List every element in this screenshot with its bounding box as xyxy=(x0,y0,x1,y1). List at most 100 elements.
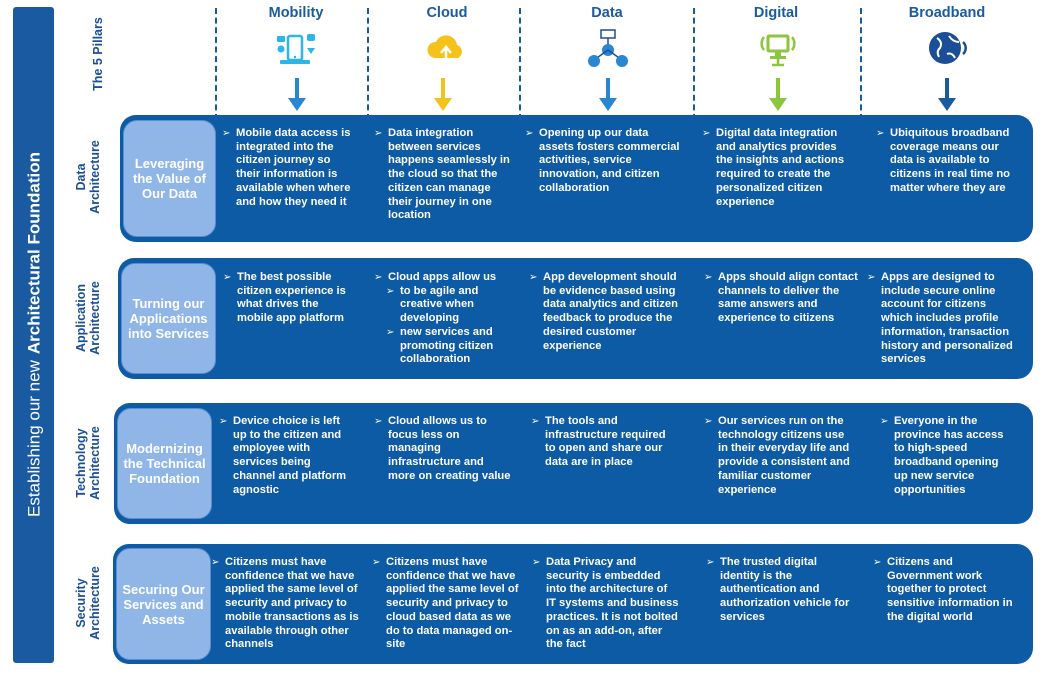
bullet-line: citizens in real time no xyxy=(890,168,1010,181)
row-label-line: Architecture xyxy=(88,566,102,640)
bullet-line: assets fosters commercial xyxy=(539,140,680,153)
row-label-technology-architecture: Technology Architecture xyxy=(66,403,110,523)
bullet-line: to be agile and xyxy=(400,284,479,297)
bullet-line: employee with xyxy=(233,442,311,455)
bullet-item: Cloud apps allow us xyxy=(374,271,496,285)
bullet-line: experience xyxy=(716,195,775,208)
bullet-line: promoting citizen xyxy=(400,339,494,352)
bullet-line: same answers and xyxy=(718,298,818,311)
bullet-line: personalized citizen xyxy=(716,181,823,194)
pillar-title-data: Data xyxy=(591,5,623,21)
bullet-line: Citizens must have xyxy=(225,556,327,568)
down-arrow-icon xyxy=(938,78,956,111)
bullet-line: up to the citizen and xyxy=(233,428,342,441)
theme-pill-application: Turning our Applications into Services xyxy=(121,263,216,374)
bullet-line: Ubiquitous broadband xyxy=(890,127,1010,139)
bullet-line: what drives the xyxy=(237,298,319,311)
row-label-line: Architecture xyxy=(88,426,102,500)
bullet-item: Digital data integration and analytics p… xyxy=(702,127,844,209)
bullet-line: collaboration xyxy=(400,353,471,366)
down-arrow-icon xyxy=(599,78,617,111)
bullet-line: mobile app platform xyxy=(237,312,344,325)
bullet-line: experience to citizens xyxy=(718,312,835,325)
bullet-line: the fact xyxy=(546,638,586,651)
bullet-line: Data Privacy and xyxy=(546,556,637,568)
bullet-line: data analytics and citizen xyxy=(543,298,678,311)
column-divider xyxy=(519,8,521,120)
bullet-line: focus less on xyxy=(388,428,460,441)
bullet-line: data are in place xyxy=(545,456,633,469)
bullet-line: confidence that we have xyxy=(386,569,516,582)
row-label-application-architecture: Application Architecture xyxy=(66,260,110,376)
bullet-line: their information is xyxy=(236,168,338,181)
bullet-line: desired customer xyxy=(543,325,637,338)
row-label-line: Application xyxy=(74,283,88,353)
bullet-line: data is available to xyxy=(890,154,990,167)
theme-pill-data: Leveraging the Value of Our Data xyxy=(123,120,216,237)
bullet-line: Apps are designed to xyxy=(881,271,995,283)
data-network-icon xyxy=(588,29,628,67)
bullet-line: more on creating value xyxy=(388,469,511,482)
bullet-line: new services and xyxy=(400,325,493,338)
bullet-line: infrastructure and xyxy=(388,456,484,469)
bullet-line: to open and share our xyxy=(545,442,663,455)
side-banner-text: Establishing our new Architectural Found… xyxy=(14,7,55,663)
bullet-line: Citizens must have xyxy=(386,556,488,568)
bullet-line: managing xyxy=(388,442,441,455)
theme-pill-security: Securing Our Services and Assets xyxy=(116,548,211,660)
row-label-line: Data xyxy=(74,163,88,191)
bullet-line: confidence that we have xyxy=(225,569,355,582)
bullet-line: agnostic xyxy=(233,483,280,496)
pillars-label-box: The 5 Pillars xyxy=(78,8,118,100)
arrow-shape xyxy=(434,78,452,111)
bullet-line: Government work xyxy=(887,569,983,582)
bullet-line: channels xyxy=(225,638,274,651)
bullet-line: account for citizens xyxy=(881,298,987,311)
bullet-line: sensitive information in xyxy=(887,597,1013,610)
row-label-line: Security xyxy=(74,578,88,628)
bullet-line: infrastructure required xyxy=(545,428,666,441)
bullet-line: history and personalized xyxy=(881,339,1013,352)
bullet-line: Device choice is left xyxy=(233,415,340,427)
row-label-line: Architecture xyxy=(88,281,102,355)
arrow-shape xyxy=(599,78,617,111)
bullet-line: provide a consistent and xyxy=(718,456,850,469)
bullet-line: developing xyxy=(400,312,460,325)
bullet-line: familiar customer xyxy=(718,469,812,482)
bullet-line: do to data managed on- xyxy=(386,624,513,637)
bullet-line: services xyxy=(881,353,926,366)
bullet-line: citizen can manage xyxy=(388,181,491,194)
bullet-line: include secure online xyxy=(881,284,996,297)
bullet-line: Data integration xyxy=(388,127,474,139)
arrow-shape xyxy=(288,78,306,111)
bullet-line: Cloud apps allow us xyxy=(388,271,497,283)
bullet-line: happens seamlessly in xyxy=(388,154,510,167)
row-label-line: Architecture xyxy=(88,140,102,214)
bullet-line: services being xyxy=(233,456,311,469)
bullet-line: available when where xyxy=(236,181,351,194)
arrow-shape xyxy=(938,78,956,111)
bullet-line: available through other xyxy=(225,624,349,637)
pillar-title-digital: Digital xyxy=(753,5,799,21)
bullet-line: Opening up our data xyxy=(539,127,649,139)
pillar-title-mobility: Mobility xyxy=(268,5,324,21)
mobile-devices-icon xyxy=(277,34,315,64)
bullet-line: matter where they are xyxy=(890,181,1006,194)
